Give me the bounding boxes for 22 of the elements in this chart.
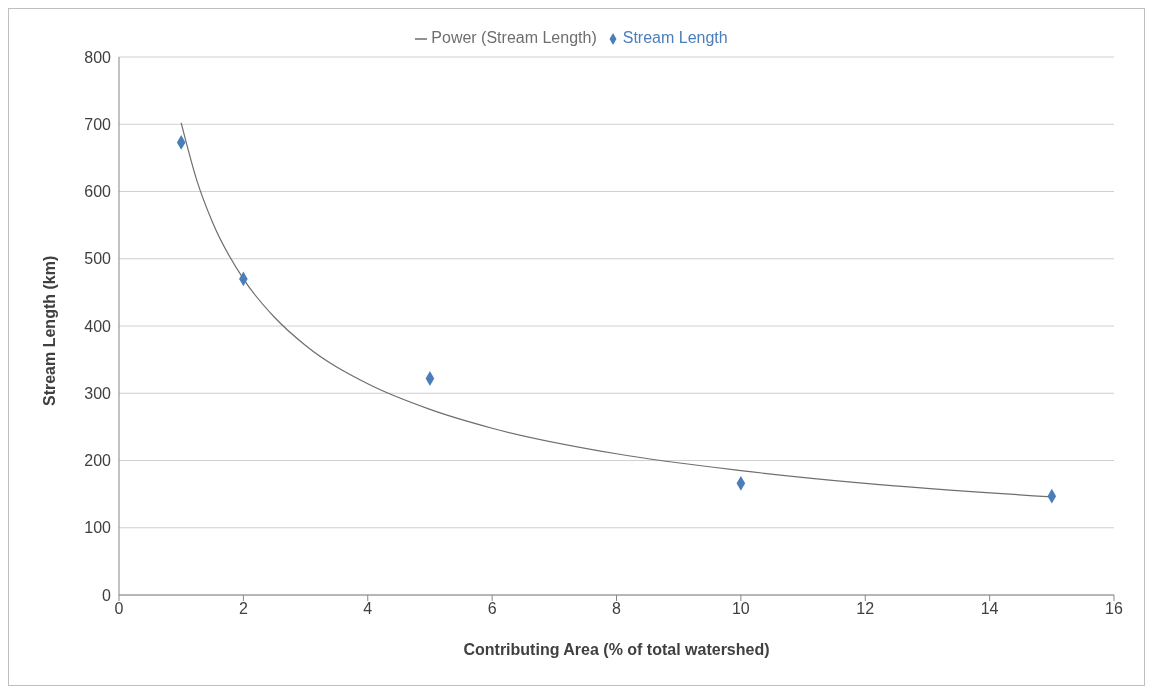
y-tick-label: 800: [84, 48, 112, 66]
legend-label: Power (Stream Length): [431, 29, 597, 46]
x-tick-label: 4: [363, 600, 373, 618]
x-tick-label: 6: [487, 600, 497, 618]
x-tick-label: 14: [980, 600, 999, 618]
x-tick-label: 2: [238, 600, 248, 618]
y-tick-label: 100: [84, 519, 112, 537]
x-tick-label: 16: [1105, 600, 1123, 618]
x-axis-title: Contributing Area (% of total watershed): [463, 641, 770, 658]
y-tick-label: 400: [84, 317, 112, 335]
y-tick-label: 300: [84, 384, 112, 402]
legend-label: Stream Length: [622, 29, 728, 46]
y-tick-label: 500: [84, 250, 112, 268]
y-tick-label: 700: [84, 115, 112, 133]
x-tick-label: 0: [114, 600, 124, 618]
x-tick-label: 10: [731, 600, 750, 618]
y-axis-title: Stream Length (km): [40, 255, 58, 406]
y-tick-label: 200: [84, 452, 112, 470]
y-tick-label: 600: [84, 183, 112, 201]
x-tick-label: 8: [612, 600, 622, 618]
x-tick-label: 12: [856, 600, 875, 618]
y-tick-label: 0: [102, 586, 112, 604]
